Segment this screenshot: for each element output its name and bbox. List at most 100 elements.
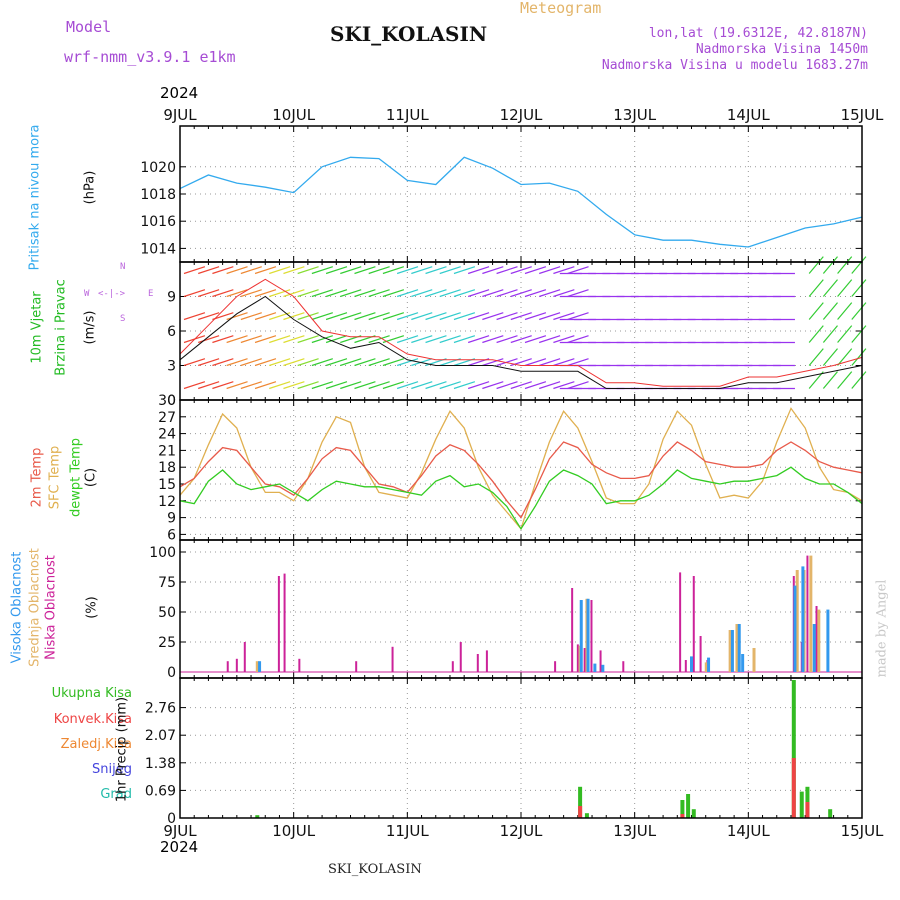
wind-barb: [226, 381, 248, 390]
year-bottom: 2024: [160, 838, 199, 856]
precip-bar: [691, 809, 696, 818]
wind-barb: [851, 325, 867, 343]
wind-barb: [226, 289, 248, 298]
wind-barb: [311, 381, 333, 390]
cloud-bar: [298, 658, 301, 672]
legend-freezing-rain: Zaledj.Kisa: [60, 737, 132, 752]
wind-barb: [808, 279, 824, 297]
wind-barb: [368, 312, 390, 321]
wind-barb: [808, 348, 824, 366]
wind-barb: [198, 266, 220, 275]
precip-bar: [584, 813, 589, 818]
wind-barb: [283, 381, 305, 390]
wind-barb: [254, 312, 277, 321]
wind-barb: [340, 266, 362, 275]
wind-barb: [567, 312, 589, 321]
precip-bar: [578, 806, 583, 818]
cloud-bar: [801, 566, 805, 672]
wind-barb: [539, 266, 561, 275]
legend-hail: Grad: [100, 787, 132, 802]
wind-barb: [567, 335, 589, 344]
wind-barb: [524, 381, 547, 390]
wind-barb: [822, 371, 838, 389]
wind-barb: [524, 289, 547, 298]
cloud-bar: [235, 658, 238, 672]
y-tick-label: 1020: [140, 160, 176, 176]
precip-bar: [680, 814, 685, 818]
wind-barb: [837, 279, 853, 297]
y-tick-label: 12: [158, 494, 176, 510]
wind-barb: [482, 289, 504, 298]
wind-barb: [467, 335, 490, 344]
temp2m-line: [179, 441, 863, 519]
y-tick-label: 100: [149, 545, 176, 561]
wind-barb: [439, 381, 461, 390]
cloud-bar: [737, 624, 741, 672]
wind-barb: [382, 266, 405, 275]
wind-barb: [311, 358, 333, 367]
cloud-bar: [795, 570, 799, 672]
x-tick-label-top: 11JUL: [386, 106, 429, 124]
y-tick-label: 0: [167, 665, 176, 681]
wind-barb: [240, 289, 262, 298]
wind-barb: [453, 289, 476, 298]
wind-barb: [439, 312, 461, 321]
wind-barb: [396, 266, 419, 275]
y-tick-label: 9: [167, 511, 176, 527]
wind-barb: [808, 256, 824, 274]
wind-barb: [837, 302, 853, 320]
wind-barb: [297, 289, 319, 298]
wind-barb: [240, 381, 262, 390]
x-tick-label-bottom: 12JUL: [500, 822, 543, 840]
wind-barb: [354, 312, 376, 321]
wind-barb: [553, 335, 575, 344]
cloud-bar: [583, 648, 586, 672]
precip-bar: [799, 791, 804, 818]
wind-barb: [808, 371, 824, 389]
precip-bar: [578, 786, 583, 818]
legend-conv-rain: Konvek.Kisa: [53, 712, 132, 727]
precip-bar: [255, 815, 260, 818]
wind-barb: [411, 335, 433, 344]
wind-barb: [851, 302, 867, 320]
wind-barb: [808, 302, 824, 320]
wind-barb: [482, 312, 504, 321]
cloud-bar: [826, 609, 830, 672]
wind-barb: [496, 289, 518, 298]
x-tick-label-top: 14JUL: [727, 106, 770, 124]
wind-barb: [411, 289, 433, 298]
wind-barb: [183, 381, 206, 390]
wind-barb: [425, 289, 447, 298]
wind-barb: [396, 381, 419, 390]
wind-barb: [226, 266, 248, 275]
wind-barb: [851, 348, 867, 366]
cloud-bar: [255, 661, 259, 672]
wind-barb: [467, 381, 490, 390]
wind-barb: [496, 266, 518, 275]
cloud-bar: [601, 664, 605, 672]
footer-station: SKI_KOLASIN: [328, 862, 422, 877]
wind-barb: [467, 312, 490, 321]
wind-barb: [396, 335, 419, 344]
y-tick-label: 6: [167, 527, 176, 543]
cloud-bar: [812, 624, 816, 672]
wind-barb: [311, 289, 333, 298]
y-tick-label: 2.76: [145, 701, 176, 717]
x-tick-label-top: 9JUL: [163, 106, 197, 124]
wind-barb: [254, 358, 277, 367]
wind-barb: [453, 266, 476, 275]
y-tick-label: 0.69: [145, 783, 176, 799]
wind-barb: [325, 266, 348, 275]
wind-barb: [396, 358, 419, 367]
wind-barb: [411, 266, 433, 275]
compass-w: W: [84, 289, 90, 299]
wind-barb: [510, 312, 532, 321]
y-tick-label: 27: [158, 410, 176, 426]
wind-barb: [510, 289, 532, 298]
wind-barb: [539, 358, 561, 367]
wind-barb: [822, 302, 838, 320]
wind-barb: [354, 358, 376, 367]
wind-barb: [297, 381, 319, 390]
wind-barb: [411, 381, 433, 390]
wind-barb: [510, 266, 532, 275]
